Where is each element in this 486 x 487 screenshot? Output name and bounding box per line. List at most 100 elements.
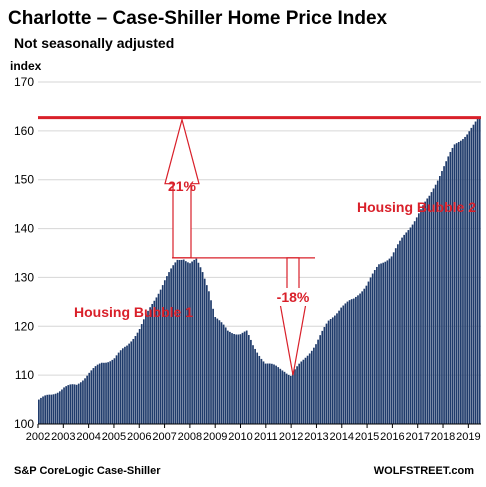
bar bbox=[233, 334, 235, 424]
x-tick-label: 2003 bbox=[51, 431, 75, 443]
bar bbox=[58, 391, 61, 424]
bar bbox=[415, 217, 418, 424]
bar bbox=[424, 201, 427, 424]
y-ticks: 100 110 120 130 140 150 160 170 bbox=[14, 75, 34, 431]
bar bbox=[420, 209, 422, 424]
x-tick-label: 2004 bbox=[76, 431, 100, 443]
bar bbox=[90, 370, 93, 424]
bar bbox=[88, 372, 91, 424]
bar bbox=[292, 372, 294, 424]
chart-subtitle: Not seasonally adjusted bbox=[14, 35, 174, 51]
bar bbox=[42, 396, 44, 424]
bar bbox=[124, 346, 126, 424]
y-tick-label: 170 bbox=[14, 75, 34, 89]
bar bbox=[289, 375, 292, 424]
bar bbox=[250, 339, 252, 424]
bar bbox=[52, 394, 55, 424]
bar bbox=[235, 334, 238, 424]
bar bbox=[134, 336, 137, 424]
bar bbox=[264, 363, 267, 424]
y-tick-label: 100 bbox=[14, 417, 34, 431]
bar bbox=[476, 118, 479, 424]
x-ticks: 2002 2003 2004 2005 2006 2007 2008 2009 2010 2011… bbox=[26, 423, 481, 443]
bar bbox=[478, 116, 481, 424]
fall-label-background bbox=[271, 288, 315, 306]
bar bbox=[100, 362, 103, 424]
bar bbox=[149, 307, 151, 424]
bar bbox=[151, 303, 154, 424]
bar bbox=[418, 213, 420, 424]
bar bbox=[432, 188, 435, 424]
x-tick-label: 2006 bbox=[127, 431, 151, 443]
bar bbox=[138, 329, 141, 424]
bar bbox=[344, 303, 347, 424]
bar bbox=[472, 124, 475, 425]
bar bbox=[142, 319, 145, 424]
bar bbox=[178, 259, 181, 424]
bar bbox=[40, 397, 42, 424]
bar bbox=[132, 338, 135, 424]
y-tick-label: 110 bbox=[15, 368, 34, 382]
bar bbox=[411, 224, 414, 424]
bar bbox=[334, 315, 336, 424]
bar bbox=[392, 252, 395, 424]
bar bbox=[296, 366, 298, 424]
bar bbox=[371, 273, 374, 424]
bar bbox=[331, 317, 334, 424]
bar bbox=[216, 318, 219, 424]
fall-percent-label: -18% bbox=[277, 289, 310, 305]
bar bbox=[376, 266, 378, 424]
bar bbox=[193, 259, 196, 424]
bar bbox=[399, 240, 401, 424]
bar bbox=[111, 359, 114, 424]
x-tick-label: 2010 bbox=[228, 431, 252, 443]
bar bbox=[361, 291, 364, 424]
bar bbox=[155, 297, 158, 424]
bar bbox=[107, 362, 109, 424]
x-tick-label: 2009 bbox=[203, 431, 227, 443]
bar bbox=[203, 278, 206, 424]
bar bbox=[460, 140, 462, 424]
bar bbox=[121, 348, 124, 424]
bar bbox=[304, 357, 307, 424]
bar bbox=[103, 362, 105, 424]
bar bbox=[67, 385, 70, 424]
bar bbox=[451, 147, 454, 424]
bar bbox=[245, 330, 248, 424]
x-tick-label: 2019 bbox=[456, 431, 480, 443]
fall-arrow bbox=[279, 257, 307, 376]
bar bbox=[201, 272, 204, 424]
bar bbox=[115, 355, 118, 424]
bar bbox=[191, 261, 193, 424]
bar bbox=[378, 264, 380, 424]
x-tick-label: 2014 bbox=[330, 431, 354, 443]
bar bbox=[436, 180, 439, 424]
bar bbox=[130, 341, 133, 424]
bar bbox=[323, 327, 326, 424]
bar bbox=[184, 261, 187, 424]
bar bbox=[422, 205, 424, 424]
bar bbox=[359, 293, 361, 424]
bar bbox=[220, 322, 223, 424]
bar bbox=[407, 230, 410, 424]
bar bbox=[168, 272, 170, 424]
bar bbox=[409, 227, 412, 424]
bar bbox=[266, 363, 269, 424]
bar bbox=[457, 141, 460, 424]
bar bbox=[405, 232, 408, 424]
bar bbox=[258, 355, 261, 424]
x-tick-label: 2015 bbox=[355, 431, 379, 443]
x-tick-label: 2018 bbox=[431, 431, 455, 443]
bar bbox=[82, 380, 84, 424]
bar bbox=[86, 375, 88, 424]
bar bbox=[212, 308, 214, 424]
bar bbox=[357, 295, 359, 424]
bar bbox=[310, 350, 313, 424]
bar bbox=[65, 386, 67, 424]
bar bbox=[166, 276, 168, 424]
bar bbox=[48, 394, 51, 424]
bar bbox=[308, 353, 311, 424]
y-tick-label: 150 bbox=[14, 173, 34, 187]
bar bbox=[229, 331, 231, 424]
x-tick-label: 2016 bbox=[380, 431, 404, 443]
